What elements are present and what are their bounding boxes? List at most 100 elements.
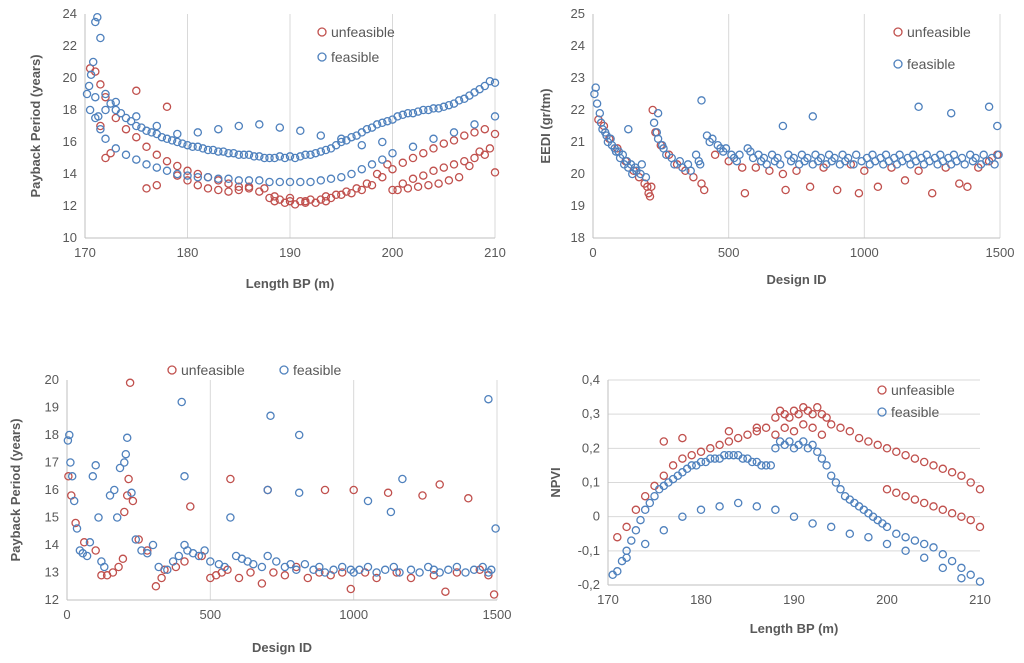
data-point (234, 182, 244, 192)
chart-top-right: 0 500 1000 1500 18 19 20 21 22 23 24 25 Design ID EED… (520, 0, 1024, 310)
data-point (454, 96, 464, 105)
data-point (63, 436, 73, 445)
series-unfeasible (64, 378, 499, 599)
data-point (435, 480, 444, 489)
y-tick-label: 12 (63, 198, 77, 213)
data-point (627, 536, 636, 545)
data-point (622, 553, 631, 562)
data-point (398, 474, 407, 484)
data-point (106, 99, 115, 108)
data-point (255, 176, 264, 185)
x-axis-title: Design ID (767, 272, 827, 287)
data-point (441, 587, 450, 596)
data-point (296, 126, 305, 136)
data-point (383, 116, 392, 126)
series-feasible (608, 437, 985, 586)
data-point (122, 491, 132, 500)
data-point (234, 185, 244, 195)
x-axis-title: Design ID (252, 640, 312, 655)
data-point (947, 468, 957, 477)
data-point (955, 179, 964, 188)
y-tick-label: 18 (571, 230, 585, 245)
x-tick-label: 1500 (483, 607, 512, 622)
data-point (224, 179, 233, 188)
chart-bottom-left: 0 500 1000 1500 12 13 14 15 16 17 18 19 20 Design ID P… (0, 350, 520, 663)
data-point (67, 472, 77, 481)
data-point (424, 105, 433, 115)
y-tick-label: 14 (45, 537, 59, 552)
data-point (224, 148, 233, 158)
x-tick-label: 200 (382, 245, 404, 260)
data-point (735, 150, 744, 160)
data-point (822, 413, 831, 422)
data-point (460, 131, 469, 140)
data-point (127, 488, 136, 498)
data-point (357, 140, 367, 150)
data-point (112, 513, 122, 522)
data-point (194, 551, 204, 561)
legend-label-feasible: feasible (293, 362, 341, 378)
y-tick-label: 20 (63, 70, 77, 85)
y-axis-title: EEDI (gr/tm) (538, 88, 553, 163)
data-point (337, 172, 346, 182)
data-point (142, 126, 151, 136)
data-point (429, 166, 438, 176)
data-point (177, 397, 186, 407)
data-point (592, 99, 602, 108)
x-tick-label: 180 (177, 245, 199, 260)
data-point (331, 190, 341, 200)
data-point (900, 176, 910, 185)
data-point (720, 450, 729, 460)
data-point (121, 449, 131, 459)
data-point (292, 565, 301, 575)
data-point (122, 433, 132, 443)
data-point (771, 505, 780, 515)
data-point (771, 444, 780, 453)
data-point (910, 495, 920, 504)
data-point (315, 562, 324, 572)
data-point (613, 532, 622, 542)
data-point (311, 148, 320, 158)
data-point (826, 420, 836, 429)
series-unfeasible (613, 403, 985, 542)
data-point (347, 188, 356, 198)
data-point (398, 179, 408, 188)
legend-label-unfeasible: unfeasible (891, 382, 955, 398)
legend-label-feasible: feasible (331, 49, 379, 65)
data-point (449, 128, 459, 137)
data-point (659, 526, 669, 535)
data-point (408, 153, 418, 163)
data-point (641, 172, 651, 182)
data-point (234, 150, 244, 160)
data-point (637, 160, 647, 169)
data-point (398, 158, 408, 168)
data-point (143, 546, 152, 555)
data-point (388, 164, 397, 174)
data-point (85, 105, 95, 115)
data-point (408, 174, 418, 184)
data-point (429, 104, 438, 113)
data-point (131, 535, 141, 544)
data-point (114, 562, 123, 572)
y-tick-label: 16 (63, 134, 77, 149)
data-point (111, 113, 121, 123)
data-point (266, 411, 275, 421)
data-point (826, 471, 836, 480)
data-point (173, 169, 182, 179)
data-point (132, 121, 141, 131)
data-point (163, 565, 172, 575)
data-point (188, 142, 197, 152)
data-point (695, 160, 705, 169)
y-tick-label: 14 (63, 166, 77, 181)
data-point (762, 160, 771, 169)
data-point (91, 92, 100, 102)
data-point (491, 524, 500, 533)
data-point (901, 546, 910, 556)
data-point (419, 105, 428, 115)
data-point (86, 70, 96, 80)
data-point (452, 562, 462, 572)
data-point (631, 526, 641, 535)
data-point (832, 185, 842, 195)
data-point (449, 160, 459, 169)
data-point (854, 433, 864, 443)
